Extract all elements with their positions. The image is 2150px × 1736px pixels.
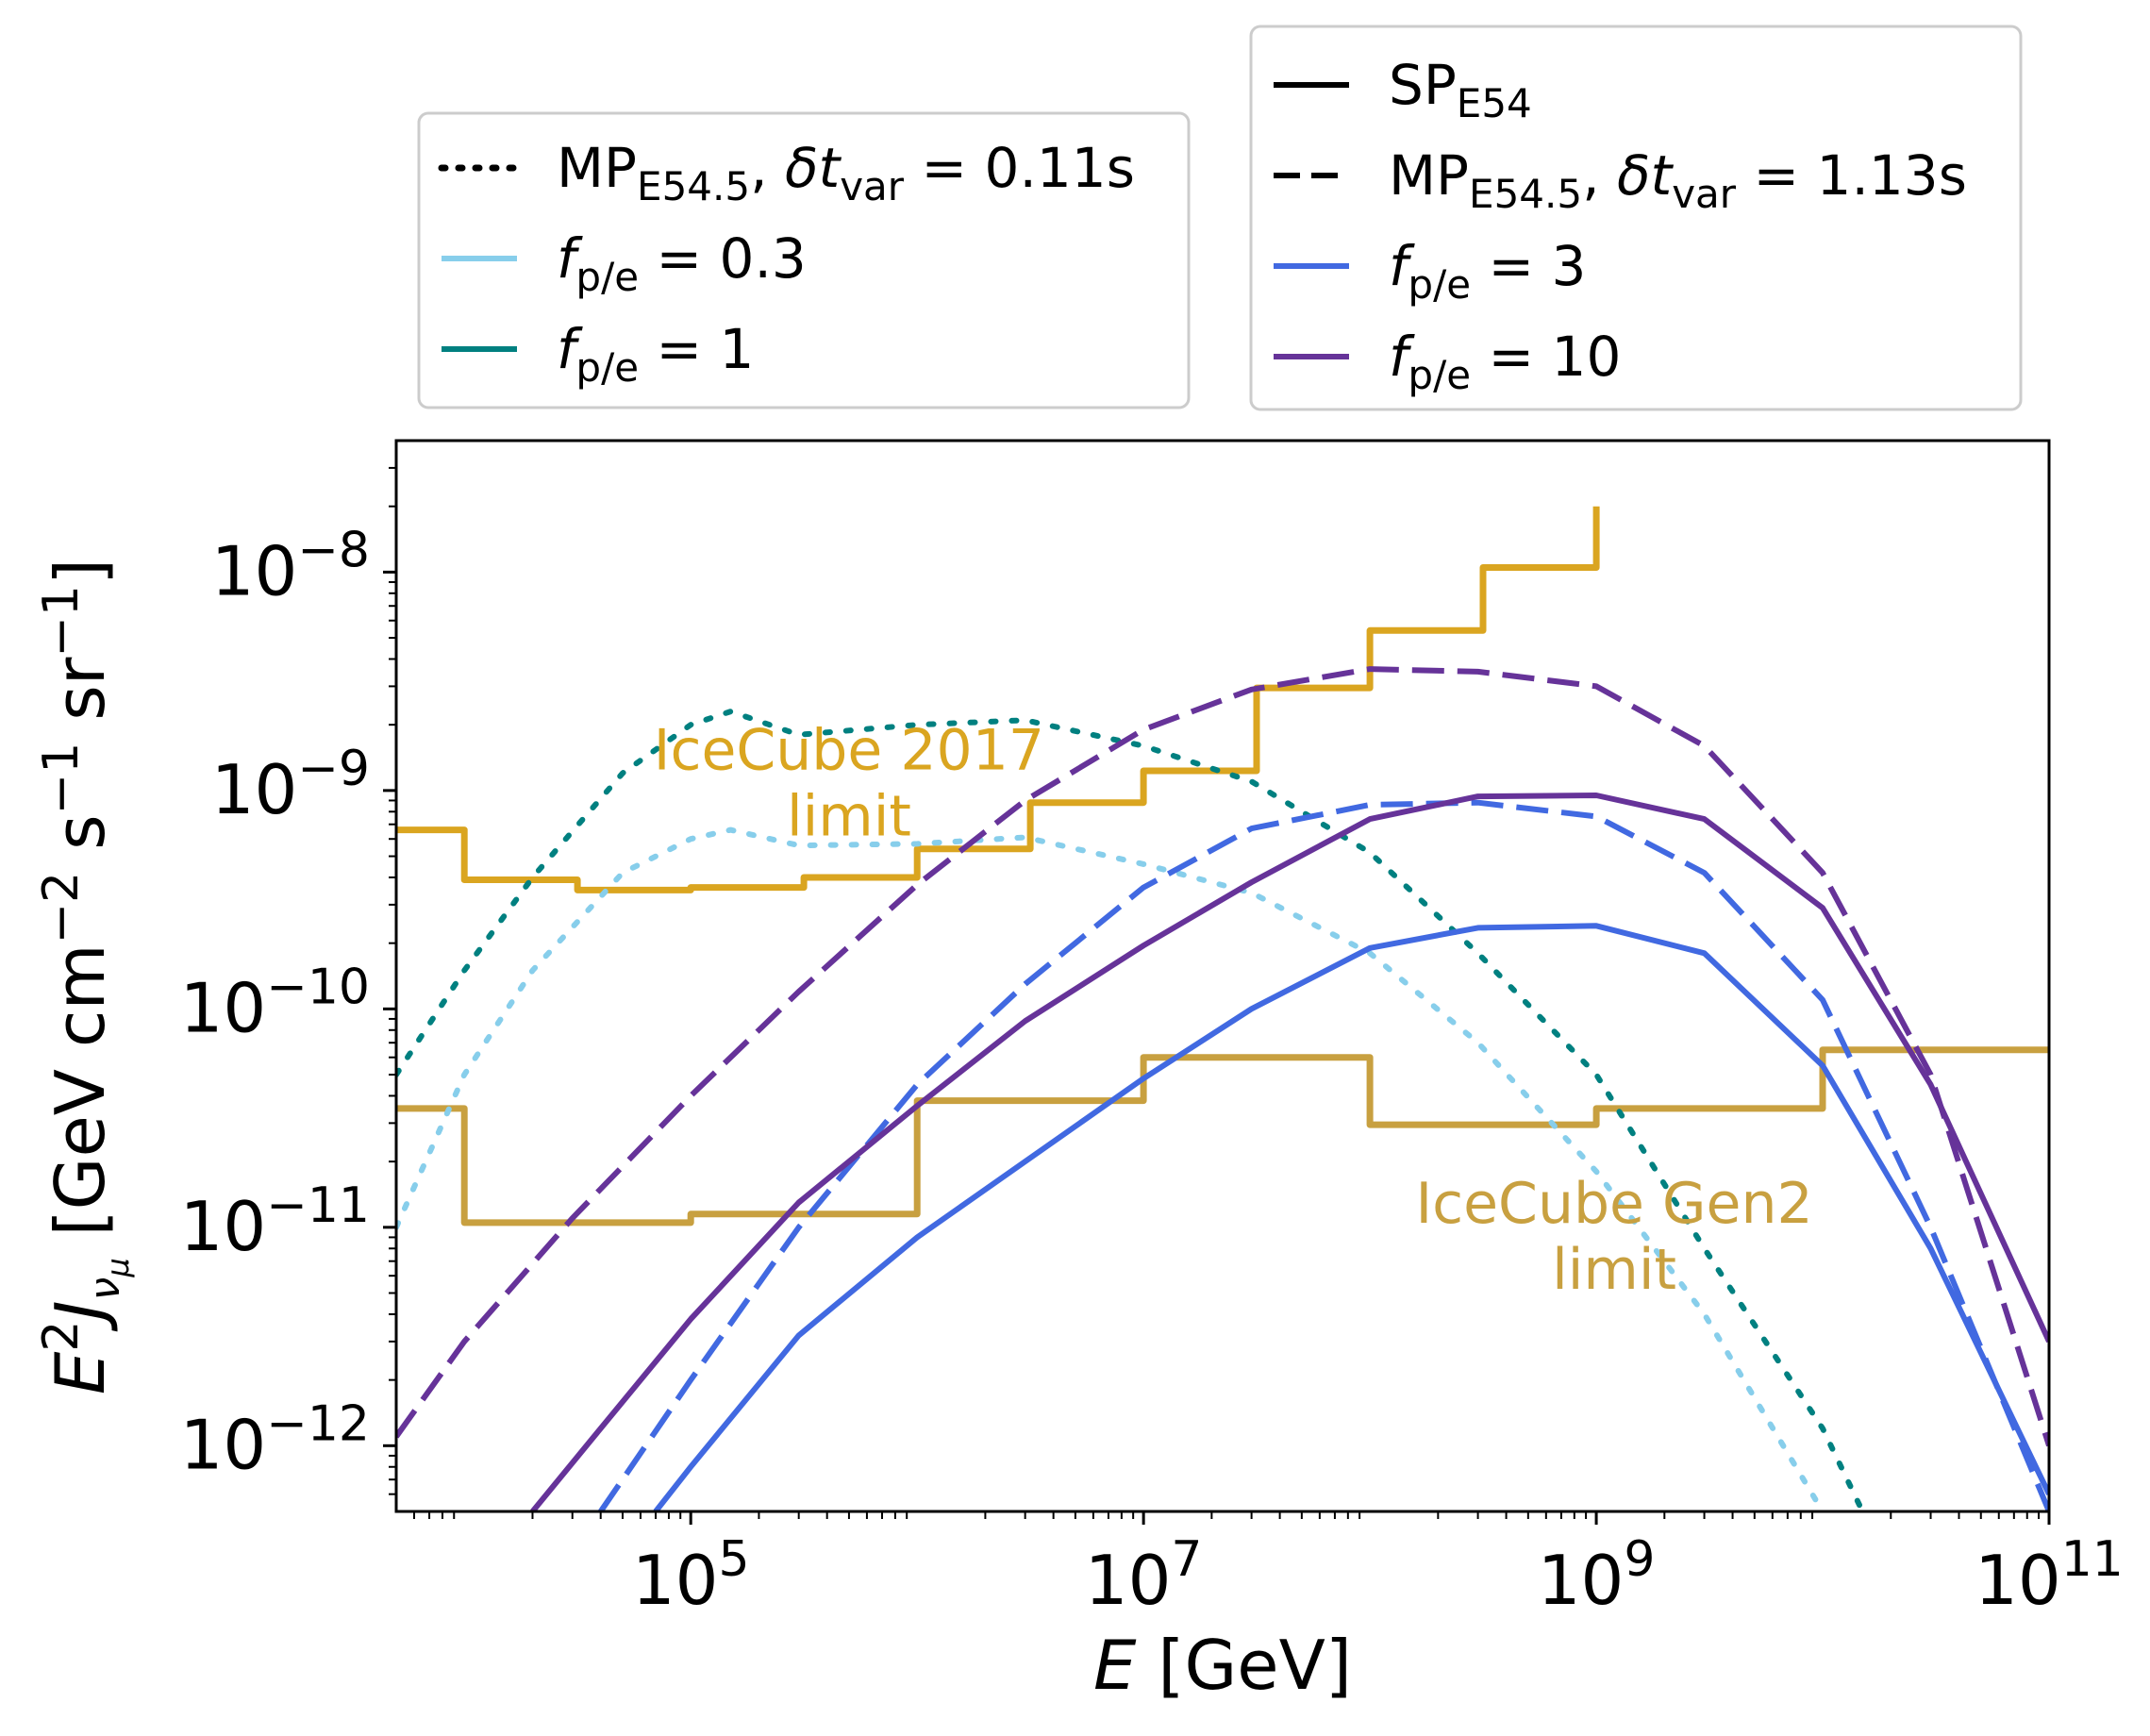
y-tick-label: 10−10 (180, 959, 370, 1047)
series-line-sp_fpe10 (530, 793, 2049, 1511)
y-tick-base: 10 (211, 531, 298, 610)
annotation-1: IceCube Gen2 limit (1415, 1171, 1812, 1303)
y-tick-base: 10 (211, 750, 298, 829)
plot-frame (394, 439, 2051, 1513)
x-tick-label: 1011 (1975, 1531, 2124, 1620)
y-axis-nu: ν (81, 1277, 129, 1301)
legend-label: MPE54.5, δtvar = 0.11s (557, 136, 1135, 209)
y-tick-base: 10 (180, 1187, 267, 1266)
y-axis-unit: [GeV cm (41, 943, 120, 1258)
y-axis-title: E2Jνμ [GeV cm−2 s−1 sr−1] (33, 559, 136, 1394)
x-tick-exp: 7 (1171, 1531, 1202, 1588)
x-tick-base: 10 (1975, 1541, 2061, 1620)
annotation-line: IceCube Gen2 (1415, 1171, 1812, 1237)
y-axis-E-exp: 2 (33, 1320, 90, 1351)
legend-sub: E54.5 (637, 163, 750, 209)
legend-eq: = 10 (1471, 325, 1621, 389)
y-tick-exp: −9 (297, 741, 370, 797)
legend-f-sub: p/e (575, 344, 639, 391)
legend-label: fp/e = 3 (1389, 234, 1586, 308)
annotation-0: IceCube 2017 limit (654, 717, 1044, 849)
y-axis-exp-cm: −2 (33, 872, 90, 944)
x-tick-label: 107 (1085, 1531, 1203, 1620)
y-axis-s: s (41, 814, 120, 871)
x-tick-label: 109 (1538, 1531, 1656, 1620)
y-tick-label: 10−9 (211, 741, 370, 829)
legend-delta-sub: var (840, 163, 905, 209)
legend-eq: = 3 (1471, 234, 1586, 298)
legend-label: MPE54.5, δtvar = 1.13s (1389, 143, 1967, 217)
series-line-mp011_fpe03 (396, 826, 1825, 1511)
y-axis-mu: μ (100, 1258, 136, 1277)
x-tick-base: 10 (1085, 1541, 1172, 1620)
y-tick-label: 10−8 (211, 522, 370, 610)
y-tick-label: 10−12 (180, 1395, 370, 1484)
legend-main: SP (1389, 53, 1457, 117)
y-axis-sr: sr (41, 657, 120, 742)
legend-box-right (1249, 25, 2023, 411)
y-axis-E: E (41, 1351, 120, 1394)
legend-main: MP (557, 136, 637, 200)
legend-label: SPE54 (1389, 53, 1532, 126)
y-axis-close: ] (41, 559, 120, 585)
legend-sep: , (750, 136, 785, 200)
x-tick-base: 10 (632, 1541, 719, 1620)
y-tick-exp: −11 (266, 1177, 370, 1234)
legend-sub: E54.5 (1469, 171, 1582, 217)
annotation-line: limit (787, 783, 911, 849)
legend-eq: = 1 (639, 317, 754, 381)
x-tick-label: 105 (632, 1531, 750, 1620)
legend-delta: δt (1617, 143, 1674, 208)
legend-f-sub: p/e (575, 254, 639, 300)
x-axis-var: E (1093, 1626, 1137, 1705)
x-tick-exp: 11 (2061, 1531, 2124, 1588)
annotation-line: limit (1552, 1237, 1676, 1303)
legend-delta: δt (785, 136, 842, 200)
legend-eq: = 1.13s (1736, 143, 1967, 208)
legend-sep: , (1582, 143, 1617, 208)
x-axis-title: E [GeV] (1093, 1626, 1352, 1705)
y-axis-exp-s: −1 (33, 743, 90, 815)
series-line-icecube2017 (396, 506, 1600, 893)
series-line-mp011_fpe1 (396, 709, 1866, 1511)
y-tick-base: 10 (180, 1405, 267, 1484)
y-tick-exp: −8 (297, 522, 370, 578)
y-tick-base: 10 (180, 968, 267, 1047)
series-line-mp113_fpe3 (598, 799, 2049, 1511)
x-tick-exp: 9 (1624, 1531, 1655, 1588)
x-axis-unit: [GeV] (1137, 1626, 1352, 1705)
x-tick-exp: 5 (718, 1531, 749, 1588)
legend-box-left (417, 111, 1191, 409)
legend-f-sub: p/e (1408, 352, 1471, 398)
series-line-mp113_fpe10 (396, 666, 2049, 1447)
x-tick-base: 10 (1538, 1541, 1625, 1620)
y-axis-exp-sr: −1 (33, 585, 90, 658)
y-tick-label: 10−11 (180, 1177, 370, 1266)
y-tick-exp: −12 (266, 1395, 370, 1452)
y-tick-exp: −10 (266, 959, 370, 1015)
legend-label: fp/e = 10 (1389, 325, 1621, 398)
legend-eq: = 0.3 (639, 226, 807, 291)
series-layer (396, 506, 2049, 1511)
annotation-line: IceCube 2017 (654, 717, 1044, 783)
legend-label: fp/e = 1 (557, 317, 754, 391)
series-line-sp_fpe3 (653, 923, 2049, 1511)
legend-delta-sub: var (1672, 171, 1737, 217)
legend-main: MP (1389, 143, 1469, 208)
legend-f-sub: p/e (1408, 261, 1471, 308)
legend-eq: = 0.11s (904, 136, 1135, 200)
legend-sub: E54 (1457, 80, 1532, 126)
